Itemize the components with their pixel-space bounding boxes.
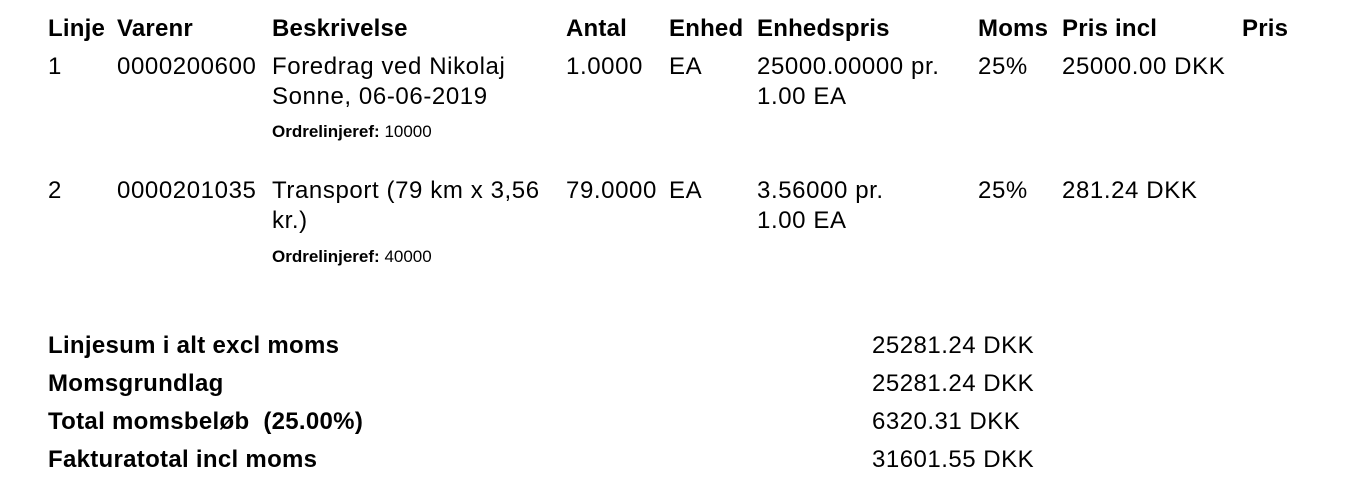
summary-value-vat-total: 6320.31 DKK <box>872 408 1021 435</box>
header-varenr: Varenr <box>117 15 193 42</box>
summary-label-invoice-total: Fakturatotal incl moms <box>48 446 318 473</box>
vat: 25% <box>978 177 1028 204</box>
quantity: 79.0000 <box>566 177 657 204</box>
item-number: 0000200600 <box>117 53 257 80</box>
description: Foredrag ved Nikolaj Sonne, 06-06-2019 <box>272 53 506 110</box>
price-incl: 281.24 DKK <box>1062 177 1198 204</box>
summary-value-invoice-total: 31601.55 DKK <box>872 446 1035 473</box>
header-antal: Antal <box>566 15 627 42</box>
summary-label-vat-base: Momsgrundlag <box>48 370 224 397</box>
unit: EA <box>669 177 703 204</box>
header-moms: Moms <box>978 15 1049 42</box>
unit-price: 25000.00000 pr. 1.00 EA <box>757 53 940 110</box>
vat: 25% <box>978 53 1028 80</box>
price-incl: 25000.00 DKK <box>1062 53 1226 80</box>
header-pris: Pris <box>1242 15 1289 42</box>
header-linje: Linje <box>48 15 106 42</box>
order-line-ref: Ordrelinjeref: 10000 <box>272 122 432 142</box>
order-line-ref-value: 10000 <box>384 122 432 141</box>
summary-value-vat-base: 25281.24 DKK <box>872 370 1035 397</box>
order-line-ref-label: Ordrelinjeref: <box>272 122 380 141</box>
description: Transport (79 km x 3,56 kr.) <box>272 177 540 234</box>
summary-label-line-total: Linjesum i alt excl moms <box>48 332 340 359</box>
line-number: 2 <box>48 177 62 204</box>
header-enhed: Enhed <box>669 15 744 42</box>
order-line-ref-value: 40000 <box>384 247 432 266</box>
unit-price: 3.56000 pr. 1.00 EA <box>757 177 884 234</box>
header-pris-incl: Pris incl <box>1062 15 1158 42</box>
header-enhedspris: Enhedspris <box>757 15 890 42</box>
quantity: 1.0000 <box>566 53 644 80</box>
summary-value-line-total: 25281.24 DKK <box>872 332 1035 359</box>
header-beskrivelse: Beskrivelse <box>272 15 408 42</box>
summary-label-vat-total: Total momsbeløb (25.00%) <box>48 408 364 435</box>
order-line-ref: Ordrelinjeref: 40000 <box>272 247 432 267</box>
item-number: 0000201035 <box>117 177 257 204</box>
unit: EA <box>669 53 703 80</box>
line-number: 1 <box>48 53 62 80</box>
order-line-ref-label: Ordrelinjeref: <box>272 247 380 266</box>
